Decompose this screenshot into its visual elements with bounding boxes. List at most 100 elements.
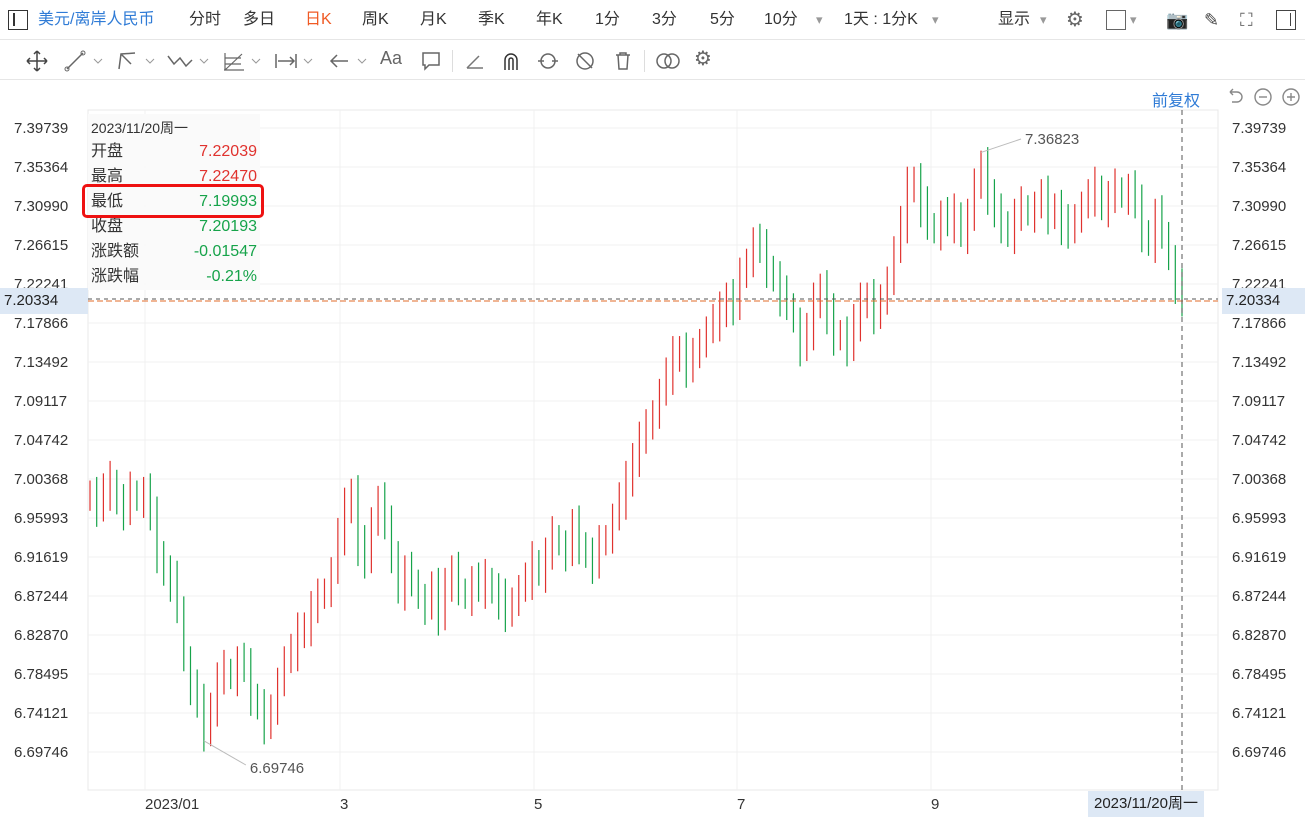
y-tick-label-right: 7.00368: [1232, 471, 1286, 488]
magnet-icon[interactable]: [500, 50, 522, 72]
y-tick-label-left: 7.04742: [14, 432, 68, 449]
chevron-down-icon[interactable]: [250, 50, 262, 72]
measure-tool-icon[interactable]: [274, 50, 298, 72]
channel-tool-icon[interactable]: [116, 50, 138, 72]
chevron-down-icon[interactable]: [144, 50, 156, 72]
chevron-down-icon[interactable]: ▾: [932, 12, 939, 27]
chevron-down-icon[interactable]: [92, 50, 104, 72]
hide-drawings-icon[interactable]: [574, 50, 596, 72]
y-tick-label-right: 6.74121: [1232, 705, 1286, 722]
y-tick-label-right: 6.91619: [1232, 549, 1286, 566]
y-tick-label-left: 6.87244: [14, 588, 68, 605]
tab-period-1[interactable]: 分时: [189, 11, 222, 28]
max-annotation-line: [980, 138, 1022, 153]
y-tick-label-right: 7.35364: [1232, 159, 1286, 176]
tab-period-3[interactable]: 日K: [305, 11, 332, 28]
crosshair-date: 2023/11/20周一: [1088, 791, 1204, 817]
min-annotation: 6.69746: [250, 760, 304, 777]
y-tick-label-left: 7.39739: [14, 120, 68, 137]
y-tick-label-left: 7.13492: [14, 354, 68, 371]
y-tick-label-right: 6.87244: [1232, 588, 1286, 605]
symbol-title[interactable]: 美元/离岸人民币: [38, 11, 155, 28]
angle-tool-icon[interactable]: [464, 50, 486, 72]
tab-period-10[interactable]: 5分: [710, 11, 735, 28]
x-tick-label: 7: [737, 796, 745, 813]
panel-icon[interactable]: [1276, 10, 1296, 30]
y-tick-label-left: 6.91619: [14, 549, 68, 566]
chevron-down-icon[interactable]: ▾: [1040, 12, 1047, 27]
fullscreen-icon[interactable]: ⛶: [1240, 10, 1253, 30]
y-tick-label-left: 7.26615: [14, 237, 68, 254]
period-bar: 美元/离岸人民币 分时 多日 日K 周K 月K 季K 年K 1分 3分 5分 1…: [0, 0, 1305, 40]
ohlc-info-panel: 2023/11/20周一 开盘 7.22039 最高 7.22470 最低 7.199…: [88, 114, 260, 290]
y-tick-label-right: 7.17866: [1232, 315, 1286, 332]
move-icon[interactable]: [26, 50, 48, 72]
lock-drawings-icon[interactable]: [536, 50, 560, 72]
settings-icon[interactable]: ⚙: [694, 48, 712, 70]
tab-period-8[interactable]: 1分: [595, 11, 620, 28]
chevron-down-icon[interactable]: [302, 50, 314, 72]
min-annotation-line: [203, 740, 247, 766]
highlight-box-low: [82, 184, 264, 218]
fibonacci-tool-icon[interactable]: [222, 50, 246, 72]
x-tick-label: 3: [340, 796, 348, 813]
adjust-mode[interactable]: 前复权: [1152, 93, 1201, 110]
comment-icon[interactable]: [420, 50, 442, 72]
chart-controls: [1229, 88, 1300, 106]
wave-tool-icon[interactable]: [166, 50, 196, 72]
chevron-down-icon[interactable]: [198, 50, 210, 72]
text-tool-icon[interactable]: Aa: [380, 48, 403, 68]
tab-period-5[interactable]: 月K: [420, 11, 447, 28]
x-tick-label: 2023/01: [145, 796, 199, 813]
crosshair-price-left: 7.20334: [0, 288, 88, 314]
zoom-in-icon[interactable]: [1282, 88, 1300, 106]
y-tick-label-left: 7.17866: [14, 315, 68, 332]
zoom-out-icon[interactable]: [1254, 88, 1272, 106]
tab-period-11[interactable]: 10分: [764, 11, 798, 28]
y-tick-label-left: 6.82870: [14, 627, 68, 644]
camera-icon[interactable]: 📷: [1166, 10, 1189, 30]
info-row-close: 收盘 7.20193: [91, 218, 257, 235]
interval-select[interactable]: 1天 : 1分K: [844, 11, 918, 28]
y-tick-label-right: 6.69746: [1232, 744, 1286, 761]
tab-period-7[interactable]: 年K: [536, 11, 563, 28]
tab-period-4[interactable]: 周K: [362, 11, 389, 28]
info-row-change-pct: 涨跌幅 -0.21%: [91, 268, 257, 285]
x-tick-label: 9: [931, 796, 939, 813]
undo-icon[interactable]: [1229, 88, 1243, 103]
y-tick-label-left: 6.74121: [14, 705, 68, 722]
tab-period-2[interactable]: 多日: [243, 11, 276, 28]
y-tick-label-right: 6.95993: [1232, 510, 1286, 527]
chevron-down-icon[interactable]: ▾: [1130, 12, 1137, 27]
y-tick-label-right: 7.30990: [1232, 198, 1286, 215]
y-tick-label-left: 7.35364: [14, 159, 68, 176]
y-tick-label-right: 7.39739: [1232, 120, 1286, 137]
pencil-icon[interactable]: ✎: [1204, 10, 1220, 30]
y-tick-label-right: 7.26615: [1232, 237, 1286, 254]
y-tick-label-right: 7.13492: [1232, 354, 1286, 371]
y-tick-label-right: 7.04742: [1232, 432, 1286, 449]
gear-icon[interactable]: ⚙: [1066, 9, 1084, 31]
info-row-change: 涨跌额 -0.01547: [91, 243, 257, 260]
info-row-high: 最高 7.22470: [91, 168, 257, 185]
display-menu[interactable]: 显示: [998, 11, 1031, 28]
layout-icon[interactable]: [1106, 10, 1126, 30]
divider: [644, 50, 645, 72]
trash-icon[interactable]: [612, 50, 634, 72]
arrow-tool-icon[interactable]: [328, 50, 350, 72]
y-tick-label-left: 7.00368: [14, 471, 68, 488]
tab-period-6[interactable]: 季K: [478, 11, 505, 28]
tab-period-9[interactable]: 3分: [652, 11, 677, 28]
y-tick-label-left: 7.30990: [14, 198, 68, 215]
sidebar-toggle-icon[interactable]: [8, 10, 28, 30]
y-tick-label-left: 6.95993: [14, 510, 68, 527]
chevron-down-icon[interactable]: [356, 50, 368, 72]
plot-area: [87, 109, 1219, 791]
y-tick-label-left: 6.69746: [14, 744, 68, 761]
line-tool-icon[interactable]: [64, 50, 86, 72]
chevron-down-icon[interactable]: ▾: [816, 12, 823, 27]
compare-icon[interactable]: [655, 50, 681, 72]
y-tick-label-right: 7.09117: [1232, 393, 1285, 410]
y-tick-label-right: 6.78495: [1232, 666, 1286, 683]
